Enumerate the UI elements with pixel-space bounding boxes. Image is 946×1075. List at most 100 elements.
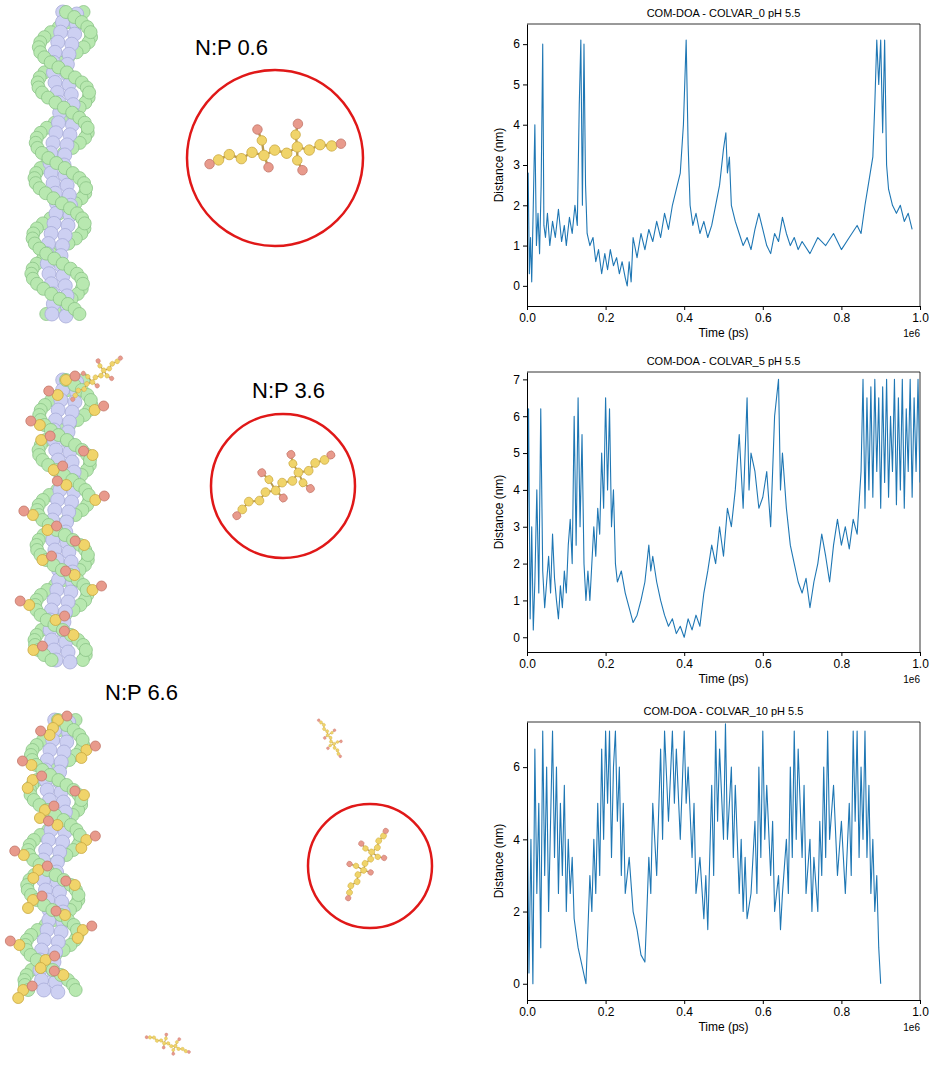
y-tick-mark [523, 125, 527, 126]
y-tick-mark [523, 165, 527, 166]
data-line [527, 724, 881, 984]
molecule-panel [5, 711, 432, 1061]
helix-bead [73, 308, 86, 321]
lipid-bead [256, 135, 267, 146]
lipid-bead [17, 756, 27, 766]
y-tick-label: 2 [513, 199, 520, 213]
x-tick-mark [527, 1000, 528, 1004]
lipid-bead [322, 723, 327, 728]
y-tick-mark [523, 246, 527, 247]
y-tick: 4 [513, 483, 527, 497]
lipid-bead [37, 641, 47, 651]
lipid-bead [335, 740, 339, 744]
lipid-bead [37, 771, 47, 781]
helix-bead [76, 444, 89, 457]
lipid-bead [26, 416, 36, 426]
y-tick-mark [523, 527, 527, 528]
y-tick-mark [523, 490, 527, 491]
lipid-bead [70, 371, 80, 381]
base-bead [37, 983, 51, 997]
lipid-bead [72, 933, 83, 944]
y-tick-label: 7 [513, 373, 520, 387]
lipid-bead [92, 374, 99, 381]
plot-area [527, 379, 920, 637]
y-tick-label: 5 [513, 78, 520, 92]
lipid-bead [171, 1052, 175, 1056]
y-tick: 6 [513, 760, 527, 774]
helix-bead [45, 654, 58, 667]
lipid-bead [269, 144, 281, 156]
x-tick: 0.4 [676, 1000, 693, 1019]
x-tick: 0.2 [598, 1000, 615, 1019]
x-tick: 0.2 [598, 306, 615, 325]
highlight-circle [308, 804, 432, 928]
molecular-panels [5, 5, 432, 1061]
helix-bead [69, 984, 82, 997]
lipid-bead [49, 801, 59, 811]
x-offset-label: 1e6 [903, 674, 920, 685]
lipid-bead [290, 129, 301, 140]
x-tick-label: 0.2 [598, 657, 615, 671]
y-tick-label: 4 [513, 833, 520, 847]
lipid-bead [76, 843, 87, 854]
base-bead [51, 985, 65, 999]
lipid-bead [314, 139, 326, 151]
y-tick-label: 2 [513, 905, 520, 919]
helix-bead [76, 277, 89, 290]
lipid-bead [80, 370, 86, 376]
y-tick-label: 6 [513, 410, 520, 424]
lipid-bead [162, 1045, 166, 1049]
lipid-bead [148, 1035, 153, 1040]
lipid-bead [231, 510, 242, 521]
data-line [527, 379, 920, 637]
helix-bead [57, 874, 70, 887]
lipid-bead [13, 993, 24, 1004]
lipid-bead [70, 786, 80, 796]
chart-title: COM-DOA - COLVAR_5 pH 5.5 [647, 355, 801, 367]
lipid-bead [328, 735, 333, 740]
lipid-molecule [200, 113, 349, 188]
lipid-bead [323, 736, 327, 740]
frame [920, 722, 921, 1000]
lipid-bead [303, 144, 315, 156]
lipid-bead [256, 467, 267, 478]
panel-label: N:P 0.6 [195, 35, 268, 60]
x-tick-mark [606, 652, 607, 656]
lipid-bead [171, 1048, 175, 1052]
lipid-bead [338, 754, 342, 758]
lipid-bead [76, 753, 87, 764]
lipid-bead [23, 903, 34, 914]
lipid-bead [246, 146, 258, 158]
lipid-bead [325, 729, 330, 734]
x-tick-mark [684, 306, 685, 310]
helix-bead [46, 964, 59, 977]
helix-bead [83, 86, 96, 99]
lipid-bead [61, 876, 71, 886]
lipid-bead [90, 741, 100, 751]
chart-title: COM-DOA - COLVAR_10 pH 5.5 [644, 705, 804, 717]
lipid-bead [335, 748, 340, 753]
plot-area [527, 40, 912, 286]
lipid-bead [27, 981, 37, 991]
y-tick: 4 [513, 118, 527, 132]
y-axis-title: Distance (nm) [492, 824, 506, 899]
lipid-bead [79, 446, 89, 456]
lipid-bead [367, 869, 375, 877]
lipid-bead [117, 355, 123, 361]
lipid-bead [152, 1035, 157, 1040]
lipid-bead [162, 1041, 167, 1046]
y-tick-mark [523, 912, 527, 913]
lipid-bead [305, 483, 316, 494]
helix-bead [56, 624, 69, 637]
x-axis: 0.00.20.40.60.81.0 [519, 306, 929, 325]
lipid-bead [15, 596, 25, 606]
lipid-molecule [311, 714, 349, 762]
lipid-bead [61, 566, 71, 576]
y-tick: 5 [513, 78, 527, 92]
x-tick-label: 0.4 [676, 311, 693, 325]
x-tick-mark [763, 306, 764, 310]
x-axis-line [528, 306, 921, 307]
lipid-molecule [61, 346, 130, 410]
lipid-bead [94, 383, 100, 389]
x-axis-title: Time (ps) [698, 326, 748, 340]
